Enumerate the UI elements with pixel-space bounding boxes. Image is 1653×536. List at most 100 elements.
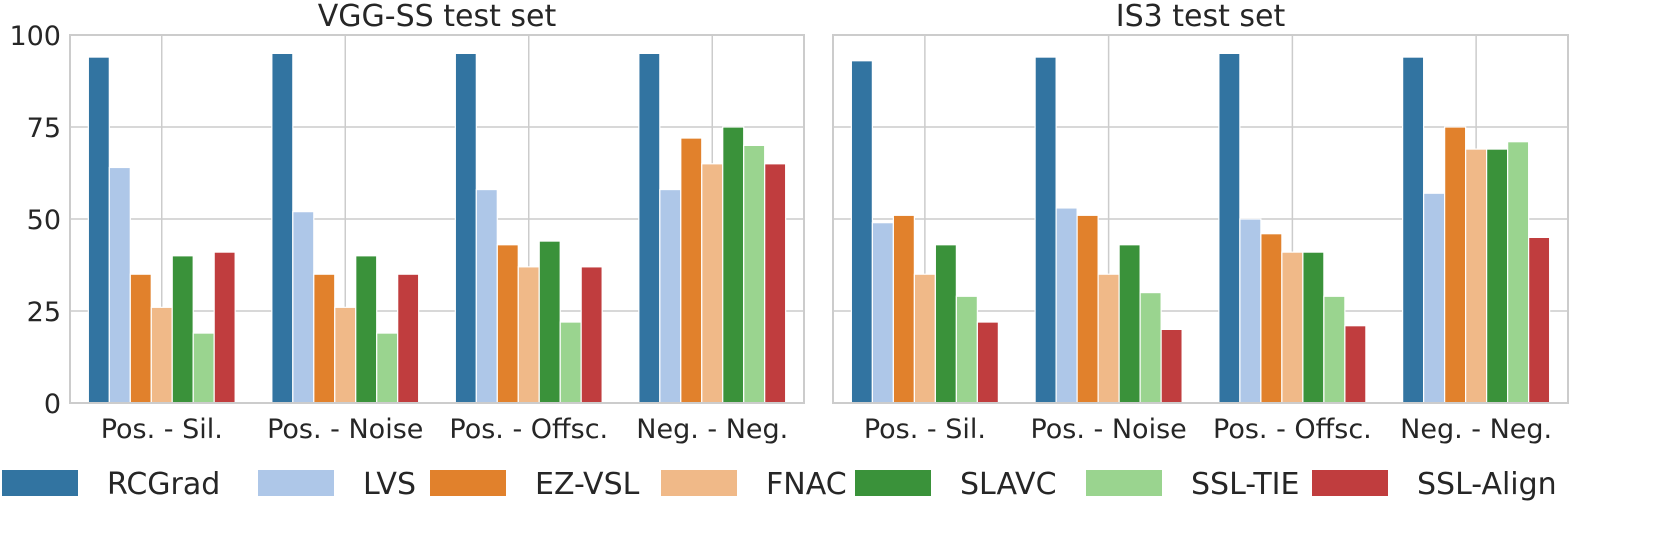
panel-is3-test-set: IS3 test set Pos. - Sil. Pos. - Noise Pos. …	[832, 0, 1569, 445]
y-tick-label: 25	[27, 297, 61, 328]
bar-lvs-neg-neg	[659, 188, 682, 404]
bar-lvs-neg-neg	[1423, 192, 1446, 404]
legend-label: FNAC	[766, 467, 847, 502]
bar-ssl-align-pos-offsc	[580, 266, 603, 404]
legend-swatch	[1086, 470, 1162, 496]
x-tick-label: Pos. - Noise	[1030, 414, 1186, 445]
y-tick-label: 0	[44, 389, 61, 420]
bar-rcgrad-pos-offsc	[1218, 52, 1241, 404]
legend-item-lvs: LVS	[258, 467, 416, 502]
legend-swatch	[258, 470, 334, 496]
legend-item-ssl-tie: SSL-TIE	[1086, 467, 1299, 502]
bar-slavc-neg-neg	[722, 126, 745, 404]
bar-ez-vsl-pos-sil	[129, 273, 152, 404]
x-tick-label: Pos. - Sil.	[101, 414, 223, 445]
legend-item-ez-vsl: EZ-VSL	[430, 467, 640, 502]
plot-frame	[69, 34, 805, 404]
legend-swatch	[1312, 470, 1388, 496]
bar-ssl-tie-pos-noise	[376, 332, 399, 404]
bar-fnac-pos-noise	[1097, 273, 1120, 404]
y-tick-label: 100	[9, 21, 61, 52]
bar-rcgrad-neg-neg	[1402, 56, 1425, 404]
bar-ez-vsl-pos-sil	[892, 214, 915, 404]
legend-item-rcgrad: RCGrad	[2, 467, 220, 502]
legend-label: SSL-Align	[1417, 467, 1557, 502]
bar-ssl-tie-pos-sil	[192, 332, 215, 404]
bar-slavc-pos-offsc	[1302, 251, 1325, 404]
bar-slavc-pos-sil	[171, 255, 194, 404]
bar-ez-vsl-neg-neg	[680, 137, 703, 404]
bar-rcgrad-pos-sil	[850, 60, 873, 404]
chart-title: IS3 test set	[1116, 0, 1286, 34]
bar-ssl-align-pos-offsc	[1344, 325, 1367, 404]
legend-label: SLAVC	[960, 467, 1057, 502]
bar-lvs-pos-offsc	[1239, 218, 1262, 404]
legend-swatch	[661, 470, 737, 496]
bar-slavc-pos-sil	[934, 244, 957, 404]
x-tick-label: Pos. - Offsc.	[449, 414, 608, 445]
bar-fnac-pos-offsc	[1281, 251, 1304, 404]
bar-ez-vsl-pos-noise	[1076, 214, 1099, 404]
bar-ssl-tie-pos-offsc	[559, 321, 582, 404]
legend-item-ssl-align: SSL-Align	[1312, 467, 1557, 502]
bar-fnac-pos-noise	[334, 306, 357, 404]
panel-vgg-ss-test-set: VGG-SS test set Pos. - Sil. Pos. - Noise Po…	[9, 0, 805, 445]
x-tick-label: Pos. - Noise	[267, 414, 423, 445]
bar-ssl-align-pos-sil	[213, 251, 236, 404]
bar-ssl-align-neg-neg	[1528, 236, 1551, 404]
legend-swatch	[430, 470, 506, 496]
bar-rcgrad-pos-sil	[87, 56, 110, 404]
bar-slavc-pos-noise	[355, 255, 378, 404]
x-tick-label: Neg. - Neg.	[636, 414, 788, 445]
bar-lvs-pos-sil	[871, 222, 894, 404]
bar-fnac-pos-offsc	[517, 266, 540, 404]
chart-legend: RCGrad LVS EZ-VSL FNAC SLAVC SSL-TIE SSL-Align	[2, 467, 1557, 502]
bar-lvs-pos-sil	[108, 166, 131, 404]
bar-ssl-tie-pos-sil	[955, 295, 978, 404]
bar-ssl-tie-neg-neg	[1507, 141, 1530, 404]
bar-lvs-pos-noise	[292, 211, 315, 404]
bar-ez-vsl-neg-neg	[1444, 126, 1467, 404]
bar-lvs-pos-offsc	[475, 188, 498, 404]
x-tick-label: Pos. - Sil.	[864, 414, 986, 445]
bar-ez-vsl-pos-offsc	[1260, 233, 1283, 404]
bar-ssl-tie-neg-neg	[743, 144, 766, 404]
bar-ssl-tie-pos-offsc	[1323, 295, 1346, 404]
legend-label: SSL-TIE	[1191, 467, 1299, 502]
y-tick-label: 75	[27, 113, 61, 144]
legend-swatch	[2, 470, 78, 496]
bar-fnac-neg-neg	[701, 163, 724, 404]
legend-item-slavc: SLAVC	[855, 467, 1057, 502]
bar-ssl-align-pos-noise	[397, 273, 420, 404]
x-tick-label: Neg. - Neg.	[1400, 414, 1552, 445]
bar-fnac-pos-sil	[150, 306, 173, 404]
bar-rcgrad-neg-neg	[638, 52, 661, 404]
legend-label: LVS	[363, 467, 416, 502]
bar-ez-vsl-pos-noise	[313, 273, 336, 404]
x-tick-label: Pos. - Offsc.	[1213, 414, 1372, 445]
bar-rcgrad-pos-offsc	[454, 52, 477, 404]
legend-swatch	[855, 470, 931, 496]
chart-title: VGG-SS test set	[318, 0, 557, 34]
bar-lvs-pos-noise	[1055, 207, 1078, 404]
bar-ssl-tie-pos-noise	[1139, 292, 1162, 404]
bar-slavc-pos-offsc	[538, 240, 561, 404]
bar-rcgrad-pos-noise	[1034, 56, 1057, 404]
bar-fnac-pos-sil	[913, 273, 936, 404]
bar-rcgrad-pos-noise	[271, 52, 294, 404]
legend-label: EZ-VSL	[535, 467, 640, 502]
bar-ssl-align-pos-sil	[976, 321, 999, 404]
bar-ez-vsl-pos-offsc	[496, 244, 519, 404]
bar-fnac-neg-neg	[1465, 148, 1488, 404]
plot-frame	[832, 34, 1569, 404]
y-tick-label: 50	[27, 205, 61, 236]
bar-slavc-pos-noise	[1118, 244, 1141, 404]
chart-panels: VGG-SS test set Pos. - Sil. Pos. - Noise Po…	[9, 0, 1569, 445]
bar-slavc-neg-neg	[1486, 148, 1509, 404]
legend-label: RCGrad	[107, 467, 220, 502]
legend-item-fnac: FNAC	[661, 467, 847, 502]
bar-ssl-align-pos-noise	[1160, 328, 1183, 404]
bar-ssl-align-neg-neg	[764, 163, 787, 404]
